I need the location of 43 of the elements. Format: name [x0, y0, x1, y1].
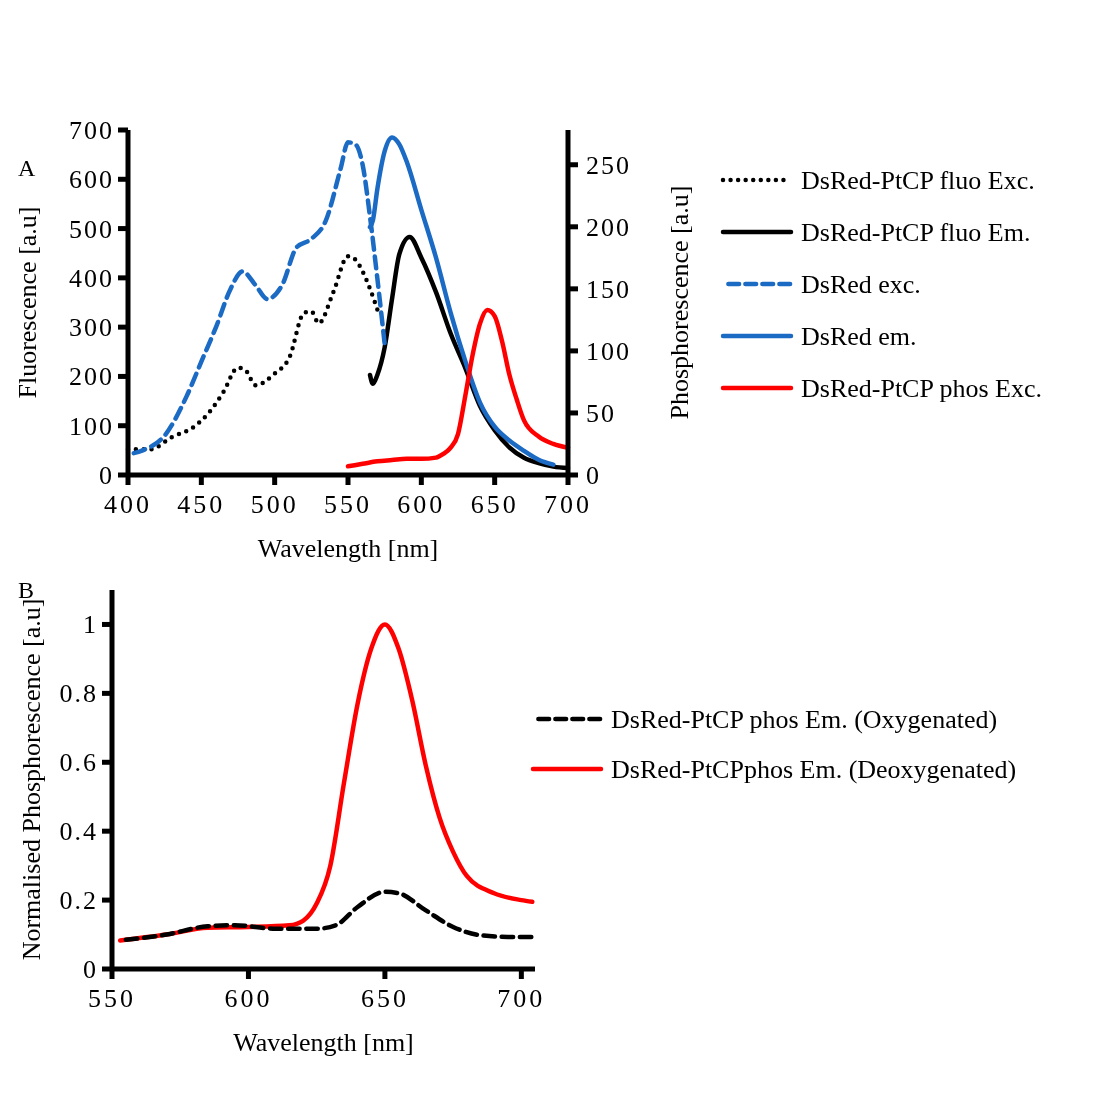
x-tick-label: 650	[360, 984, 409, 1013]
x-axis-title: Wavelength [nm]	[233, 1028, 414, 1057]
x-tick-label: 450	[177, 490, 226, 519]
y2-tick-label: 0	[586, 461, 601, 490]
y-tick-label: 500	[69, 214, 114, 244]
y-tick-label: 600	[69, 165, 114, 195]
y-tick-label: 1	[83, 610, 98, 640]
y-tick-label: 100	[69, 411, 114, 441]
legend-label: DsRed-PtCPphos Em. (Deoxygenated)	[611, 755, 1017, 784]
x-tick-label: 700	[544, 490, 592, 519]
x-tick-label: 500	[250, 490, 299, 519]
y2-tick-label: 50	[586, 398, 616, 428]
y-axis-title: Fluorescence [a.u]	[13, 206, 42, 399]
y2-tick-label: 100	[586, 336, 631, 366]
y-tick-label: 0	[83, 955, 98, 984]
y-tick-label: 0.4	[59, 817, 98, 847]
y2-tick-label: 200	[586, 212, 631, 242]
y2-tick-label: 150	[586, 274, 631, 304]
legend-label: DsRed em.	[801, 322, 917, 351]
y-tick-label: 0.2	[59, 886, 98, 916]
y-tick-label: 0.6	[59, 748, 98, 778]
y-tick-label: 0.8	[59, 679, 98, 709]
legend-label: DsRed-PtCP phos Exc.	[801, 374, 1042, 403]
x-tick-label: 600	[397, 490, 446, 519]
legend-label: DsRed-PtCP fluo Exc.	[801, 166, 1035, 195]
x-tick-label: 650	[470, 490, 519, 519]
x-tick-label: 400	[104, 490, 152, 519]
x-tick-label: 550	[324, 490, 372, 519]
legend-label: DsRed exc.	[801, 270, 921, 299]
y-tick-label: 400	[69, 263, 114, 293]
x-tick-label: 550	[88, 984, 136, 1013]
y-tick-label: 200	[69, 362, 114, 392]
legend-label: DsRed-PtCP phos Em. (Oxygenated)	[611, 705, 998, 734]
y-tick-label: 300	[69, 313, 114, 343]
x-tick-label: 600	[224, 984, 273, 1013]
legend-label: DsRed-PtCP fluo Em.	[801, 218, 1031, 247]
x-tick-label: 700	[497, 984, 546, 1013]
y2-tick-label: 250	[586, 150, 631, 180]
y2-axis-title: Phosphorescence [a.u]	[665, 185, 694, 420]
text: A	[18, 155, 36, 181]
y-tick-label: 700	[69, 116, 114, 145]
x-axis-title: Wavelength [nm]	[257, 534, 439, 563]
y-tick-label: 0	[99, 461, 114, 490]
